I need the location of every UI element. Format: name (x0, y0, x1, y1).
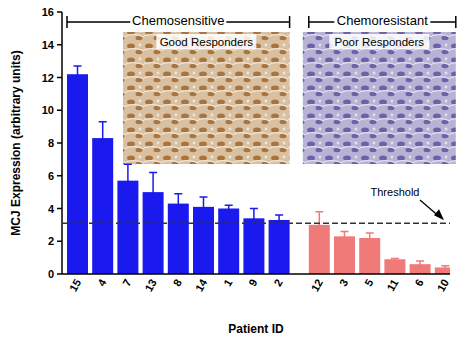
error-bar (200, 197, 208, 217)
bar (435, 267, 450, 274)
y-tick-label: 8 (48, 137, 54, 149)
y-tick-label: 0 (48, 268, 54, 280)
x-tick-label: 9 (246, 277, 259, 288)
x-tick-label: 14 (193, 276, 210, 293)
bar (218, 209, 239, 275)
error-bar (250, 209, 258, 229)
x-tick-label: 2 (271, 277, 284, 288)
x-tick-label: 8 (171, 277, 184, 288)
bar (384, 259, 405, 274)
error-bar (366, 233, 374, 243)
x-tick-label: 15 (67, 277, 84, 294)
bars (67, 66, 450, 274)
x-tick-label: 5 (362, 277, 375, 288)
x-tick-label: 12 (309, 277, 326, 294)
y-tick-label: 14 (42, 39, 55, 51)
y-tick (57, 208, 62, 210)
error-bar (341, 231, 349, 241)
y-tick (57, 241, 62, 243)
y-axis-label: MCJ Expression (arbitrary units) (9, 50, 23, 235)
group-subtitle: Good Responders (160, 36, 254, 48)
x-axis (62, 273, 450, 275)
y-tick (57, 142, 62, 144)
x-tick-label: 10 (435, 277, 452, 294)
bar (334, 236, 355, 274)
error-bar (174, 194, 182, 214)
bar (269, 220, 290, 274)
title-backdrop (130, 12, 226, 30)
y-tick (57, 110, 62, 112)
bar (193, 207, 214, 274)
y-tick (57, 175, 62, 177)
y-tick-label: 16 (42, 6, 54, 18)
subtitle-backdrop (329, 34, 429, 49)
error-bar (315, 212, 323, 238)
y-tick (57, 77, 62, 79)
y-tick (57, 273, 62, 275)
y-tick-label: 4 (48, 203, 55, 215)
x-tick-label: 4 (95, 276, 109, 288)
bar (92, 138, 113, 274)
bar (359, 238, 380, 274)
x-tick-label: 11 (384, 277, 400, 293)
chart: Chemosensitive Good Responders Chemoresist… (0, 0, 460, 353)
group-title: Chemosensitive (132, 13, 225, 28)
threshold-line (62, 223, 450, 224)
x-tick-label: 6 (412, 277, 425, 288)
error-bar (74, 66, 82, 82)
error-bar (391, 258, 399, 260)
y-tick-label: 6 (48, 170, 54, 182)
error-bar (124, 164, 132, 197)
micrograph (123, 32, 290, 164)
bar (67, 74, 88, 274)
y-tick-label: 10 (42, 104, 54, 116)
error-bar (441, 266, 449, 269)
y-tick-label: 2 (48, 235, 54, 247)
bar (168, 204, 189, 274)
error-bar (225, 205, 233, 212)
arrow-head (434, 209, 444, 220)
y-tick (57, 44, 62, 46)
group-subtitle: Poor Responders (335, 36, 425, 48)
group-title: Chemoresistant (337, 13, 428, 28)
error-bar (99, 122, 107, 155)
x-tick-label: 3 (337, 277, 350, 288)
subtitle-backdrop (156, 34, 256, 49)
x-axis-label: Patient ID (228, 322, 284, 336)
y-tick-label: 12 (42, 72, 54, 84)
x-tick-label: 1 (221, 277, 234, 288)
y-tick (57, 11, 62, 13)
error-bar (416, 261, 424, 268)
x-tick-label: 7 (120, 277, 133, 288)
title-backdrop (334, 12, 430, 30)
threshold-label: Threshold (371, 186, 420, 198)
micrograph (303, 32, 456, 164)
error-bar (149, 172, 157, 211)
x-tick-label: 13 (142, 277, 159, 294)
